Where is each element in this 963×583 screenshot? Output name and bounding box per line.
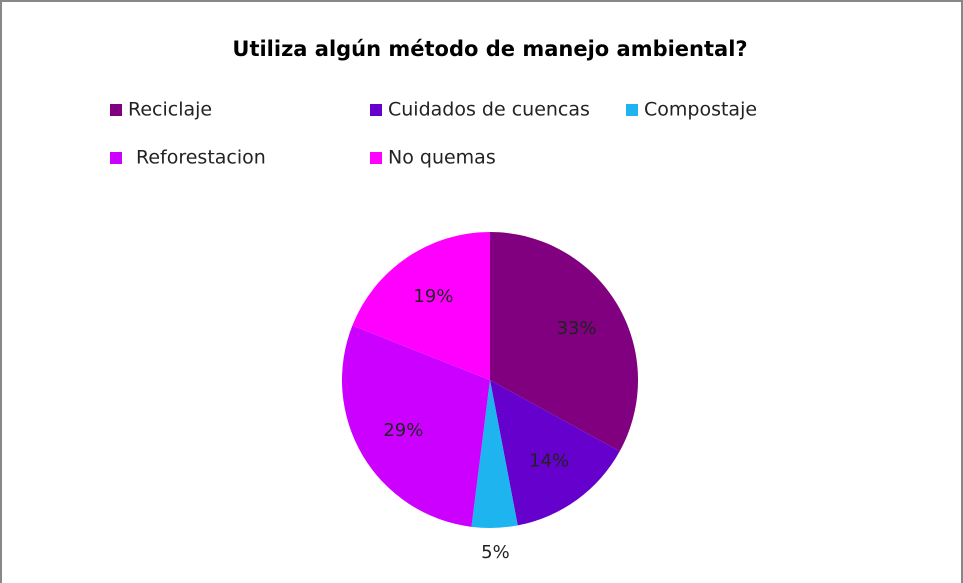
legend-label: Cuidados de cuencas bbox=[388, 99, 590, 121]
legend-swatch bbox=[110, 104, 122, 116]
legend-label: Compostaje bbox=[644, 99, 757, 121]
pie-slice bbox=[352, 232, 490, 380]
pie-slice bbox=[341, 325, 490, 527]
pie-slice bbox=[471, 380, 518, 528]
legend-swatch bbox=[110, 152, 122, 164]
data-label: 5% bbox=[481, 542, 510, 563]
pie-slice bbox=[490, 232, 638, 452]
data-label: 19% bbox=[413, 286, 453, 307]
data-label: 14% bbox=[529, 450, 569, 471]
data-label: 29% bbox=[383, 420, 423, 441]
legend-swatch bbox=[370, 104, 382, 116]
legend-label: Reciclaje bbox=[128, 99, 212, 121]
pie-slice bbox=[490, 380, 620, 526]
legend-label: No quemas bbox=[388, 147, 496, 169]
legend-label: Reforestacion bbox=[136, 147, 266, 169]
data-label: 33% bbox=[557, 318, 597, 339]
chart-title: Utiliza algún método de manejo ambiental… bbox=[232, 37, 747, 61]
legend-swatch bbox=[370, 152, 382, 164]
legend-swatch bbox=[626, 104, 638, 116]
